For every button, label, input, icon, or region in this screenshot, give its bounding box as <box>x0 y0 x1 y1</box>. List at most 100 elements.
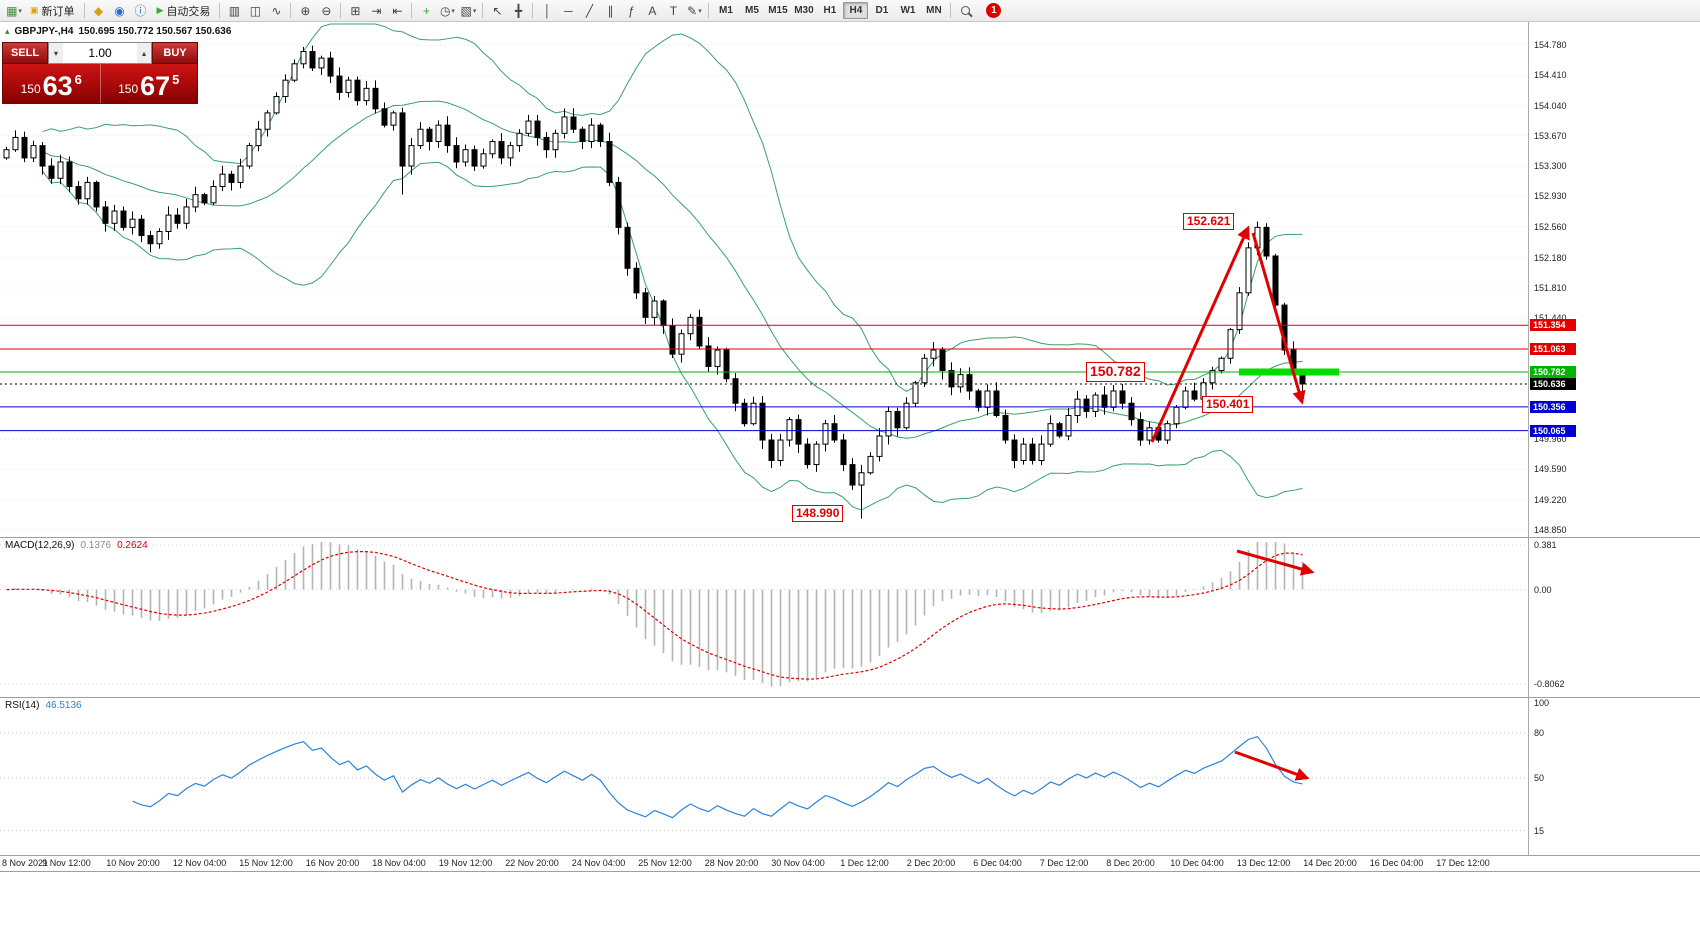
fibonacci-icon[interactable]: ƒ <box>621 2 641 20</box>
timeframe-h4-button[interactable]: H4 <box>843 2 869 19</box>
price-axis-label: 149.590 <box>1533 464 1568 475</box>
time-axis-label: 28 Nov 20:00 <box>704 858 759 868</box>
new-order-button[interactable]: ▣ 新订单 <box>25 2 80 20</box>
periods-icon[interactable]: ◷ ▾ <box>437 2 457 20</box>
chart-symbol: GBPJPY-,H4 <box>14 26 74 37</box>
chart-candlesticks-icon[interactable]: ◫ <box>245 2 265 20</box>
zoom-out-icon[interactable]: ⊖ <box>316 2 336 20</box>
volume-increase-button[interactable]: ▴ <box>137 43 151 63</box>
volume-input[interactable] <box>63 43 137 63</box>
horizontal-line-icon[interactable]: ─ <box>558 2 578 20</box>
macd-signal-value: 0.2624 <box>117 540 148 551</box>
buy-price-display[interactable]: 150 67 5 <box>101 64 198 103</box>
macd-panel-canvas[interactable] <box>0 537 1528 697</box>
time-axis-label: 19 Nov 12:00 <box>438 858 493 868</box>
buy-price-prefix: 150 <box>118 82 139 96</box>
time-axis-label: 13 Dec 12:00 <box>1236 858 1291 868</box>
price-chart-canvas[interactable] <box>0 22 1528 537</box>
zoom-in-icon[interactable]: ⊕ <box>295 2 315 20</box>
search-icon[interactable] <box>955 2 975 20</box>
indicators-icon[interactable]: + <box>416 2 436 20</box>
equidistant-channel-glyph: ∥ <box>607 3 614 18</box>
auto-scroll-icon[interactable]: ⇥ <box>366 2 386 20</box>
panel-separator[interactable] <box>0 697 1700 698</box>
crosshair-icon[interactable]: ╋ <box>508 2 528 20</box>
community-icon[interactable]: ⓘ <box>131 2 151 20</box>
chart-shift-icon[interactable]: ⇤ <box>387 2 407 20</box>
sell-button[interactable]: SELL <box>2 42 48 64</box>
text-icon[interactable]: A <box>642 2 662 20</box>
rsi-title: RSI(14) 46.5136 <box>5 700 82 711</box>
time-axis-label: 17 Dec 12:00 <box>1436 858 1490 868</box>
vertical-line-icon[interactable]: │ <box>537 2 557 20</box>
sell-price-display[interactable]: 150 63 6 <box>3 64 101 103</box>
equidistant-channel-icon[interactable]: ∥ <box>600 2 620 20</box>
templates-icon[interactable]: ▧ ▾ <box>458 2 478 20</box>
notification-badge[interactable]: 1 <box>986 3 1002 18</box>
timeframe-w1-button[interactable]: W1 <box>900 5 916 16</box>
chart-symbol-icon: ▴ <box>5 26 10 36</box>
timeframe-h1-button[interactable]: H1 <box>823 5 837 16</box>
price-axis-label: 154.040 <box>1533 100 1568 111</box>
timeframe-m5-button[interactable]: M5 <box>744 5 759 16</box>
price-tag-151.354: 151.354 <box>1530 319 1576 332</box>
buy-button[interactable]: BUY <box>152 42 198 64</box>
toolbar-separator <box>411 3 413 18</box>
chart-line-glyph: ∿ <box>271 3 282 18</box>
time-axis-label: 16 Dec 04:00 <box>1369 858 1424 868</box>
trend-arrow <box>1251 232 1306 405</box>
time-axis: 8 Nov 2021 9 Nov 12:00 10 Nov 20:00 12 Nov … <box>0 855 1700 871</box>
price-tag-150.356: 150.356 <box>1530 400 1576 413</box>
rsi-panel-canvas[interactable] <box>0 697 1528 855</box>
macd-title: MACD(12,26,9) 0.1376 0.2624 <box>5 540 148 551</box>
toolbar-separator <box>290 3 292 18</box>
time-axis-label: 18 Nov 04:00 <box>372 858 426 868</box>
arrows-icon[interactable]: ✎ ▾ <box>684 2 704 20</box>
new-order-label: 新订单 <box>41 5 75 18</box>
chart-shift-glyph: ⇤ <box>392 3 403 18</box>
volume-decrease-button[interactable]: ▾ <box>49 43 63 63</box>
text-label-glyph: T <box>669 3 678 18</box>
text-label-icon[interactable]: T <box>663 2 683 20</box>
timeframe-m1-button[interactable]: M1 <box>718 5 733 16</box>
timeframe-m30-button[interactable]: M30 <box>794 5 814 16</box>
mql5-wizard-icon[interactable]: ◆ <box>89 2 109 20</box>
panel-separator[interactable] <box>0 537 1700 538</box>
price-axis: 154.780 154.410 154.040 153.670 153.300 152.9… <box>1529 22 1700 871</box>
new-chart-icon[interactable]: ▦ ▾ <box>4 2 24 20</box>
macd-label: MACD(12,26,9) <box>5 540 75 551</box>
one-click-trading-panel: SELL ▾ ▴ BUY 150 63 6 150 67 5 <box>2 42 198 104</box>
timeframe-d1-button[interactable]: D1 <box>875 5 889 16</box>
magnifier-glyph <box>960 6 970 15</box>
chart-bars-glyph: ▥ <box>228 3 241 18</box>
sell-price-pips: 63 <box>42 71 73 101</box>
buy-price-point: 5 <box>172 72 180 87</box>
time-axis-label: 30 Nov 04:00 <box>771 858 825 868</box>
chart-ohlc: 150.695 150.772 150.567 150.636 <box>78 26 232 37</box>
timeframe-mn-button[interactable]: MN <box>926 5 942 16</box>
tile-windows-icon[interactable]: ⊞ <box>345 2 365 20</box>
price-axis-label: 148.850 <box>1533 525 1568 535</box>
toolbar-separator <box>708 3 710 18</box>
price-axis-label: 149.960 <box>1533 434 1568 445</box>
time-axis-label: 10 Dec 04:00 <box>1170 858 1224 868</box>
panel-separator <box>0 855 1700 856</box>
panel-separator <box>0 871 1700 872</box>
toolbar-separator <box>83 3 85 18</box>
time-axis-label: 1 Dec 12:00 <box>840 858 889 868</box>
cursor-icon[interactable]: ↖ <box>487 2 507 20</box>
new-chart-glyph: ▦ <box>6 3 18 18</box>
chart-bars-icon[interactable]: ▥ <box>224 2 244 20</box>
price-axis-label: 153.300 <box>1533 161 1568 172</box>
price-tag-151.063: 151.063 <box>1530 343 1576 355</box>
market-watch-icon[interactable]: ◉ <box>110 2 130 20</box>
price-axis-label: 149.220 <box>1533 494 1568 505</box>
timeframe-m15-button[interactable]: M15 <box>768 5 788 16</box>
price-axis-label: 152.560 <box>1533 221 1568 232</box>
volume-control: ▾ ▴ <box>48 42 152 64</box>
auto-trading-button[interactable]: ▶ 自动交易 <box>152 2 216 20</box>
auto-trading-icon: ▶ <box>156 5 164 15</box>
trendline-icon[interactable]: ╱ <box>579 2 599 20</box>
zoom-out-glyph: ⊖ <box>321 3 332 18</box>
chart-line-icon[interactable]: ∿ <box>266 2 286 20</box>
